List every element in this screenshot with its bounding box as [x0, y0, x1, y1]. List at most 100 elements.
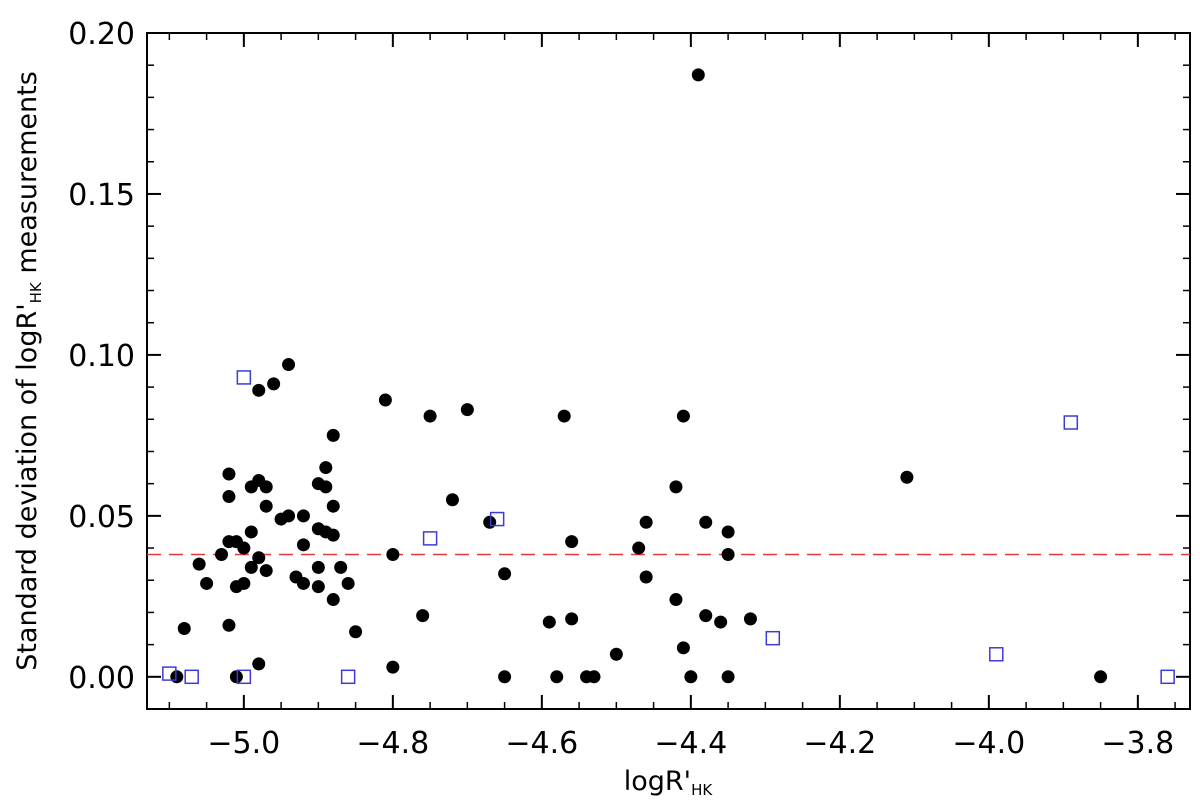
y-axis-title-suffix: measurements — [12, 71, 43, 282]
data-point-circle — [721, 670, 735, 684]
y-tick-label: 0.05 — [68, 500, 135, 535]
y-axis-title-main: Standard deviation of logR' — [12, 303, 43, 670]
data-point-square — [340, 669, 356, 685]
data-point-circle — [244, 525, 258, 539]
data-point-circle — [259, 564, 273, 578]
data-point-circle — [200, 576, 214, 590]
x-tick-label: −4.4 — [654, 726, 727, 761]
data-point-circle — [676, 409, 690, 423]
y-axis-title: Standard deviation of logR'HK measuremen… — [12, 71, 45, 671]
data-point-circle — [423, 409, 437, 423]
data-point-circle — [282, 358, 296, 372]
data-point-circle — [699, 515, 713, 529]
data-point-circle — [296, 576, 310, 590]
x-tick-label: −4.2 — [803, 726, 876, 761]
x-axis-ticks: −5.0 −4.8 −4.6 −4.4 −4.2 −4.0 −3.8 — [168, 33, 1176, 761]
data-point-circle — [296, 509, 310, 523]
data-point-circle — [416, 609, 430, 623]
x-tick-label: −5.0 — [207, 726, 280, 761]
data-point-circle — [229, 670, 243, 684]
data-point-circle — [222, 535, 236, 549]
x-tick-label: −4.8 — [356, 726, 429, 761]
data-point-circle — [639, 515, 653, 529]
data-point-square — [236, 669, 252, 685]
data-point-circle — [483, 515, 497, 529]
data-point-circle — [311, 560, 325, 574]
data-point-circle — [386, 547, 400, 561]
data-point-circle — [252, 657, 266, 671]
data-point-square — [1160, 669, 1175, 685]
data-point-circle — [252, 551, 266, 565]
data-point-circle — [237, 576, 251, 590]
data-point-circle — [192, 557, 206, 571]
data-point-circle — [587, 670, 601, 684]
data-point-circle — [900, 470, 914, 484]
data-point-square — [765, 630, 781, 646]
data-point-circle — [691, 68, 705, 82]
data-point-square — [489, 511, 505, 527]
data-point-circle — [699, 609, 713, 623]
data-point-circle — [498, 670, 512, 684]
data-point-circle — [669, 593, 683, 607]
data-point-circle — [550, 670, 564, 684]
data-point-circle — [460, 403, 474, 417]
plot-frame — [146, 32, 1191, 710]
data-point-circle — [639, 570, 653, 584]
data-point-circle — [445, 493, 459, 507]
data-point-circle — [334, 560, 348, 574]
data-point-square — [422, 531, 438, 546]
data-point-circle — [222, 467, 236, 481]
data-point-circle — [259, 480, 273, 494]
data-point-circle — [565, 612, 579, 626]
data-point-circle — [326, 428, 340, 442]
data-point-circle — [326, 528, 340, 542]
data-point-circle — [378, 393, 392, 407]
data-point-circle — [609, 647, 623, 661]
data-point-circle — [341, 576, 355, 590]
data-point-circle — [311, 580, 325, 594]
data-point-circle — [721, 525, 735, 539]
x-tick-label: −4.0 — [952, 726, 1025, 761]
y-tick-label: 0.00 — [68, 661, 135, 696]
data-point-circle — [542, 615, 556, 629]
data-point-circle — [632, 541, 646, 555]
data-point-circle — [669, 480, 683, 494]
data-point-square — [236, 370, 252, 385]
data-point-circle — [676, 641, 690, 655]
data-point-circle — [386, 660, 400, 674]
data-point-circle — [319, 480, 333, 494]
data-point-circle — [684, 670, 698, 684]
y-tick-label: 0.20 — [68, 17, 135, 52]
data-point-circle — [1094, 670, 1108, 684]
x-tick-label: −3.8 — [1101, 726, 1174, 761]
data-point-circle — [177, 622, 191, 636]
data-point-square — [184, 669, 199, 685]
data-point-circle — [222, 618, 236, 632]
data-point-circle — [319, 461, 333, 475]
y-axis-ticks: 0.00 0.05 0.10 0.15 0.20 — [68, 17, 1190, 696]
data-point-square — [1063, 415, 1079, 430]
data-point-circle — [296, 538, 310, 552]
y-axis-title-subscript: HK — [27, 281, 45, 303]
data-point-circle — [326, 499, 340, 513]
data-point-circle — [215, 547, 228, 561]
data-point-circle — [498, 567, 512, 581]
x-axis-title: logR'HK — [624, 766, 714, 799]
data-point-circle — [252, 383, 266, 397]
y-tick-label: 0.10 — [68, 339, 135, 374]
data-point-circle — [326, 593, 340, 607]
data-point-circle — [259, 499, 273, 513]
data-point-circle — [714, 615, 728, 629]
y-tick-label: 0.15 — [68, 178, 135, 213]
data-point-circle — [244, 480, 258, 494]
data-point-circle — [274, 512, 288, 526]
x-axis-title-main: logR' — [624, 766, 691, 797]
data-point-circle — [349, 625, 363, 639]
data-point-circle — [721, 547, 735, 561]
data-point-circle — [222, 490, 236, 504]
data-point-circle — [237, 541, 251, 555]
data-point-circle — [557, 409, 571, 423]
data-point-circle — [743, 612, 757, 626]
data-points — [162, 68, 1175, 685]
